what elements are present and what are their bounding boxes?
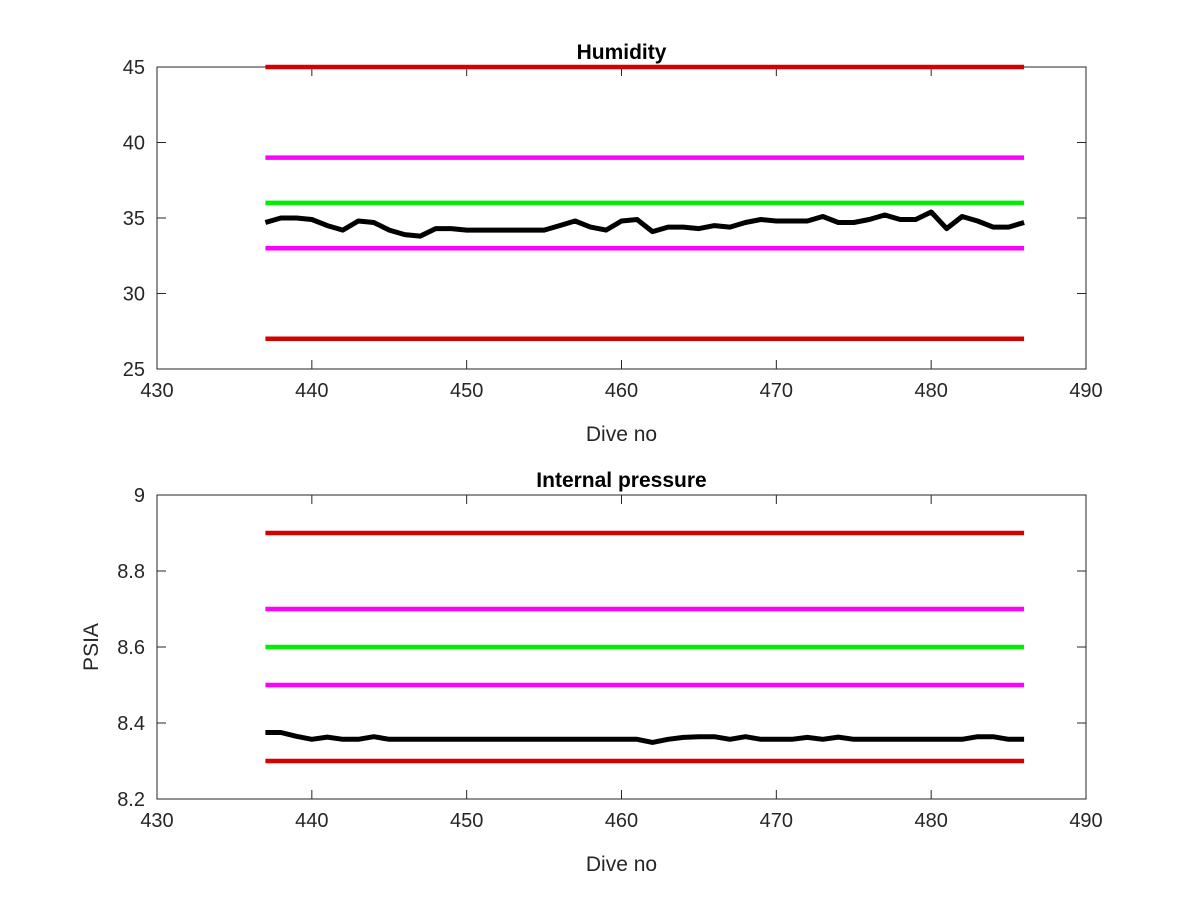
- chart-title: Humidity: [577, 41, 667, 64]
- y-tick-label: 25: [123, 359, 145, 381]
- x-axis-label: Dive no: [586, 853, 657, 876]
- x-tick-label: 470: [760, 810, 793, 832]
- chart-title: Internal pressure: [536, 469, 706, 492]
- x-axis-label: Dive no: [586, 423, 657, 446]
- y-tick-label: 45: [123, 57, 145, 79]
- series-line-6: [265, 730, 1025, 745]
- x-tick-label: 480: [914, 380, 947, 402]
- chart-1: 430 440 450 460 470 480 490 25 30 35 40 45 Humidity D…: [123, 41, 1103, 446]
- x-tick-label: 490: [1069, 380, 1102, 402]
- series-line-6: [264, 209, 1025, 239]
- x-tick-label: 480: [914, 810, 947, 832]
- x-tick-label: 440: [295, 380, 328, 402]
- y-tick-label: 8.6: [117, 637, 145, 659]
- y-tick-label: 8.4: [117, 713, 145, 735]
- x-tick-label: 430: [140, 380, 173, 402]
- x-tick-label: 430: [140, 810, 173, 832]
- x-tick-label: 450: [450, 380, 483, 402]
- y-tick-label: 8.8: [117, 561, 145, 583]
- x-tick-label: 490: [1069, 810, 1102, 832]
- x-tick-label: 450: [450, 810, 483, 832]
- x-tick-label: 470: [760, 380, 793, 402]
- y-axis-label: PSIA: [80, 623, 103, 671]
- x-tick-label: 460: [605, 380, 638, 402]
- x-tick-label: 440: [295, 810, 328, 832]
- chart-2: 430 440 450 460 470 480 490 8.2 8.4 8.6 8.8 9 Intern…: [80, 469, 1103, 876]
- x-tick-label: 460: [605, 810, 638, 832]
- y-tick-label: 30: [123, 284, 145, 306]
- y-tick-label: 40: [123, 133, 145, 155]
- y-tick-label: 9: [134, 485, 145, 507]
- y-tick-label: 35: [123, 208, 145, 230]
- y-tick-label: 8.2: [117, 789, 145, 811]
